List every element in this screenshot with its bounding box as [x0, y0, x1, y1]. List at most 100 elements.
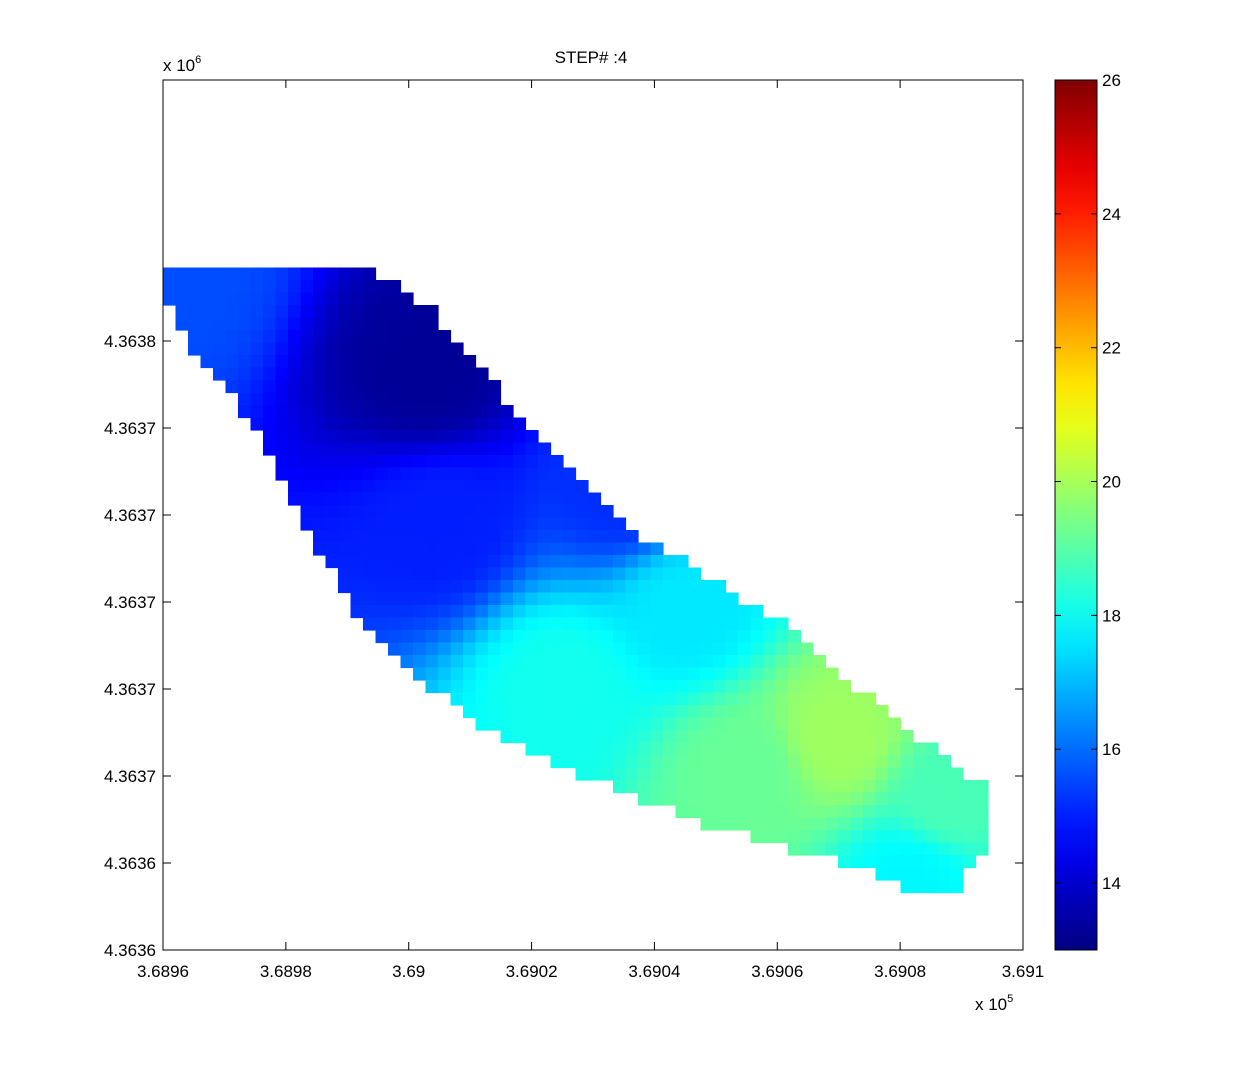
heatmap-cell	[350, 305, 364, 319]
heatmap-cell	[688, 580, 702, 594]
heatmap-cell	[563, 680, 577, 694]
heatmap-cell	[550, 480, 564, 494]
heatmap-cell	[688, 592, 702, 606]
heatmap-cell	[238, 392, 252, 406]
heatmap-cell	[200, 305, 214, 319]
heatmap-cell	[613, 717, 627, 731]
heatmap-cell	[475, 692, 489, 706]
heatmap-cell	[725, 792, 739, 806]
heatmap-cell	[613, 755, 627, 769]
heatmap-cell	[400, 430, 414, 444]
heatmap-cell	[413, 467, 427, 481]
heatmap-cell	[713, 705, 727, 719]
heatmap-cell	[963, 830, 977, 844]
heatmap-cell	[625, 730, 639, 744]
heatmap-cell	[738, 680, 752, 694]
heatmap-cell	[913, 805, 927, 819]
heatmap-cell	[325, 517, 339, 531]
heatmap-cell	[525, 492, 539, 506]
heatmap-cell	[400, 317, 414, 331]
heatmap-cell	[488, 567, 502, 581]
heatmap-cell	[313, 542, 327, 556]
heatmap-cell	[588, 692, 602, 706]
heatmap-cell	[825, 830, 839, 844]
heatmap-cell	[625, 542, 639, 556]
heatmap-cell	[500, 405, 514, 419]
heatmap-cell	[375, 455, 389, 469]
heatmap-cell	[513, 730, 527, 744]
heatmap-cell	[600, 742, 614, 756]
heatmap-cell	[263, 392, 277, 406]
heatmap-cell	[413, 417, 427, 431]
heatmap-cell	[750, 805, 764, 819]
heatmap-cell	[400, 367, 414, 381]
heatmap-cell	[475, 455, 489, 469]
heatmap-cell	[850, 692, 864, 706]
colorbar-tick-label: 18	[1102, 606, 1121, 625]
heatmap-cell	[425, 367, 439, 381]
heatmap-cell	[613, 767, 627, 781]
heatmap-cell	[588, 567, 602, 581]
heatmap-cell	[538, 630, 552, 644]
heatmap-cell	[825, 842, 839, 856]
heatmap-cell	[713, 780, 727, 794]
heatmap-cell	[838, 805, 852, 819]
heatmap-cell	[350, 380, 364, 394]
x-tick-label: 3.6896	[137, 962, 189, 981]
heatmap-cell	[500, 667, 514, 681]
heatmap-cell	[500, 542, 514, 556]
heatmap-cell	[175, 317, 189, 331]
heatmap-cell	[538, 580, 552, 594]
heatmap-cell	[363, 292, 377, 306]
heatmap-cell	[488, 405, 502, 419]
heatmap-cell	[438, 442, 452, 456]
heatmap-cell	[688, 730, 702, 744]
heatmap-cell	[575, 592, 589, 606]
heatmap-cell	[550, 467, 564, 481]
heatmap-cell	[413, 630, 427, 644]
heatmap-cell	[350, 367, 364, 381]
heatmap-cell	[513, 442, 527, 456]
heatmap-cell	[238, 292, 252, 306]
heatmap-cell	[663, 730, 677, 744]
heatmap-cell	[650, 767, 664, 781]
heatmap-cell	[600, 717, 614, 731]
heatmap-cell	[450, 642, 464, 656]
heatmap-cell	[325, 530, 339, 544]
heatmap-cell	[488, 705, 502, 719]
heatmap-cell	[900, 880, 914, 894]
heatmap-cell	[200, 317, 214, 331]
heatmap-cell	[400, 292, 414, 306]
heatmap-cell	[175, 280, 189, 294]
heatmap-cell	[838, 830, 852, 844]
heatmap-cell	[475, 717, 489, 731]
heatmap-cell	[575, 680, 589, 694]
heatmap-cell	[188, 292, 202, 306]
heatmap-cell	[425, 530, 439, 544]
heatmap-cell	[300, 342, 314, 356]
heatmap-cell	[275, 292, 289, 306]
heatmap-cell	[713, 592, 727, 606]
heatmap-cell	[488, 492, 502, 506]
heatmap-cell	[513, 555, 527, 569]
heatmap-cell	[313, 467, 327, 481]
heatmap-cell	[900, 855, 914, 869]
heatmap-cell	[663, 705, 677, 719]
heatmap-cell	[700, 580, 714, 594]
heatmap-cell	[375, 392, 389, 406]
heatmap-cell	[400, 530, 414, 544]
heatmap-cell	[888, 717, 902, 731]
heatmap-cell	[750, 630, 764, 644]
heatmap-cell	[438, 517, 452, 531]
heatmap-cell	[250, 330, 264, 344]
heatmap-cell	[850, 805, 864, 819]
heatmap-cell	[325, 292, 339, 306]
heatmap-cell	[288, 367, 302, 381]
heatmap-cell	[788, 680, 802, 694]
heatmap-cell	[188, 330, 202, 344]
heatmap-cell	[400, 630, 414, 644]
colorbar-tick-label: 26	[1102, 71, 1121, 90]
heatmap-cell	[313, 305, 327, 319]
heatmap-cell	[838, 680, 852, 694]
heatmap-cell	[575, 692, 589, 706]
